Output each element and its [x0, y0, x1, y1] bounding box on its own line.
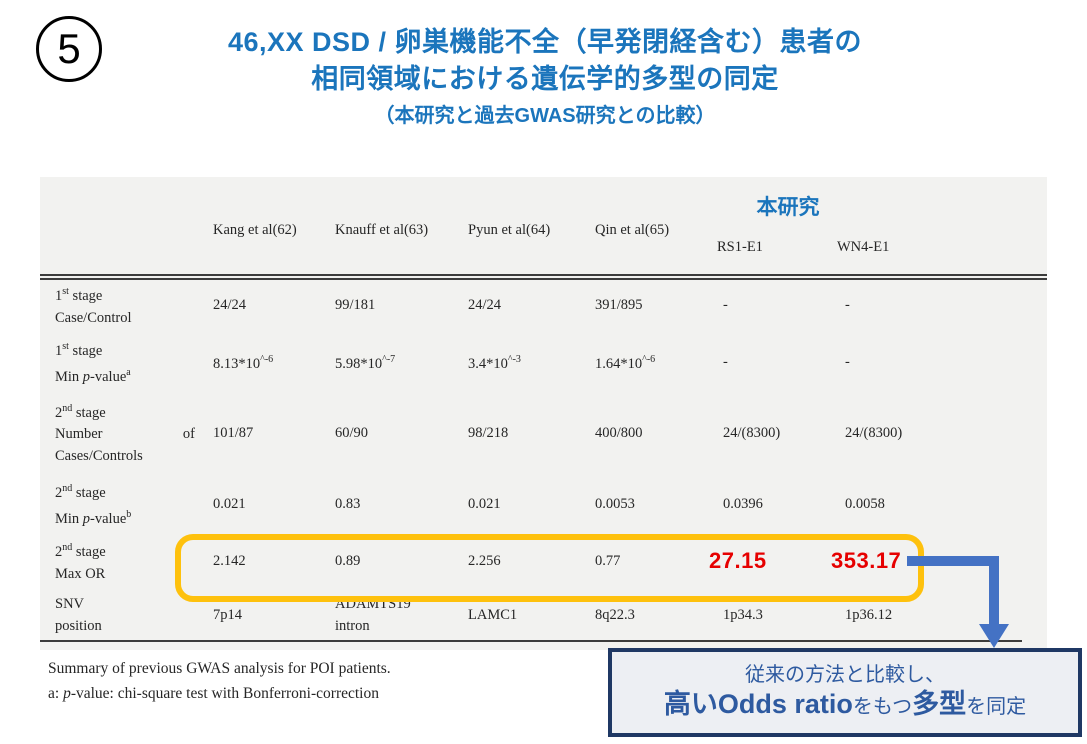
table-cell: 1.64*10^-6: [595, 353, 656, 372]
table-bottom-rule: [40, 640, 1022, 642]
row-label: 2nd stage Max OR: [55, 542, 106, 582]
table-cell: -: [723, 297, 728, 313]
table-cell: 98/218: [468, 424, 509, 441]
footnote-line: a: p-value: chi-square test with Bonferr…: [48, 685, 379, 702]
table-cell: 400/800: [595, 424, 643, 441]
elbow-arrow-icon: [907, 556, 1009, 648]
row-label: 2nd stage Number of Cases/Controls: [55, 402, 195, 465]
callout-line-1: 従来の方法と比較し、: [745, 664, 945, 686]
table-cell: 0.89: [335, 553, 361, 569]
title-line-2: 相同領域における遺伝学的多型の同定: [311, 64, 779, 94]
table-cell: 0.77: [595, 553, 621, 569]
table-cell: 1p34.3: [723, 607, 763, 623]
table-header: Kang et al(62) Knauff et al(63) Pyun et al…: [40, 177, 1047, 280]
table-row: 1st stage Case/Control 24/24 99/181 24/24 391…: [40, 277, 1047, 333]
table-cell: 391/895: [595, 297, 643, 313]
table-cell: 101/87: [213, 424, 254, 441]
slide-number: 5: [57, 25, 81, 72]
row-label: 1st stage Case/Control: [55, 286, 132, 326]
table-cell: 3.4*10^-3: [468, 353, 521, 372]
column-header-wn4-e1: WN4-E1: [837, 239, 890, 255]
title-line-1: 46,XX DSD / 卵巣機能不全（早発閉経含む）患者の: [227, 27, 863, 57]
table-cell: 24/24: [468, 297, 502, 313]
column-header: Kang et al(62): [213, 221, 297, 238]
study-column-headers: Kang et al(62) Knauff et al(63) Pyun et al…: [40, 177, 1047, 277]
table-cell: 99/181: [335, 297, 376, 313]
table-cell: 24/(8300): [845, 424, 903, 441]
table-cell: 27.15: [709, 548, 767, 573]
slide-title: 46,XX DSD / 卵巣機能不全（早発閉経含む）患者の 相同領域における遺伝…: [105, 24, 985, 130]
footnotes: Summary of previous GWAS analysis for PO…: [48, 660, 608, 710]
table-cell: 2.256: [468, 553, 501, 569]
table-cell: 24/24: [213, 297, 247, 313]
table-cell: 353.17: [831, 548, 902, 573]
slide-number-badge: 5: [36, 16, 102, 82]
callout-text-segment: を同定: [966, 696, 1027, 718]
table-row: 2nd stage Max OR 2.142 0.89 2.256 0.77 27.15 35…: [40, 532, 1047, 590]
group-header-honkenkyu: 本研究: [756, 196, 820, 219]
column-header-rs1-e1: RS1-E1: [717, 239, 763, 255]
table-cell: 60/90: [335, 424, 369, 441]
table-cell: 7p14: [213, 607, 242, 623]
table-cell: 8q22.3: [595, 607, 635, 623]
table-row: 2nd stage Number of Cases/Controls 101/87 60/…: [40, 390, 1047, 475]
table-cell: 24/(8300): [723, 424, 781, 441]
table-cell: 0.0058: [845, 495, 885, 512]
table-cell: 0.83: [335, 495, 361, 512]
callout-text-segment: をもつ: [852, 696, 913, 718]
table-cell: -: [723, 353, 728, 370]
table-cell: 2.142: [213, 553, 246, 569]
footnote-line: Summary of previous GWAS analysis for PO…: [48, 660, 391, 677]
title-line-3: （本研究と過去GWAS研究との比較）: [374, 105, 716, 127]
table-cell: 5.98*10^-7: [335, 353, 396, 372]
table-cell: 8.13*10^-6: [213, 353, 274, 372]
table-cell: LAMC1: [468, 607, 518, 623]
column-header: Pyun et al(64): [468, 221, 551, 238]
column-header: Knauff et al(63): [335, 221, 429, 238]
max-or-highlight-box: [175, 534, 924, 602]
table-cell: 0.021: [213, 495, 246, 512]
table-cell: 0.0396: [723, 495, 763, 512]
table-cell: -: [845, 353, 850, 370]
row-label: SNV position: [55, 596, 102, 634]
table-row: 1st stage Min p-valuea 8.13*10^-6 5.98*10^-…: [40, 333, 1047, 390]
table-cell: 0.0053: [595, 495, 635, 512]
row-label: 1st stage Min p-valuea: [55, 340, 131, 385]
callout-line-2: 高いOdds ratioをもつ多型を同定: [664, 688, 1026, 723]
callout-text-segment: 高いOdds ratio: [663, 689, 853, 719]
comparison-table: Kang et al(62) Knauff et al(63) Pyun et al…: [40, 177, 1047, 650]
callout-text-segment: 多型: [912, 689, 967, 719]
table-cell: -: [845, 297, 850, 313]
table-cell: 1p36.12: [845, 607, 893, 623]
table-row: 2nd stage Min p-valueb 0.021 0.83 0.021 0.005…: [40, 475, 1047, 532]
column-header: Qin et al(65): [595, 221, 670, 238]
conclusion-callout-box: 従来の方法と比較し、 高いOdds ratioをもつ多型を同定: [608, 648, 1082, 737]
row-label: 2nd stage Min p-valueb: [55, 482, 132, 527]
table-cell: 0.021: [468, 495, 501, 512]
header-rule: [40, 274, 1047, 280]
